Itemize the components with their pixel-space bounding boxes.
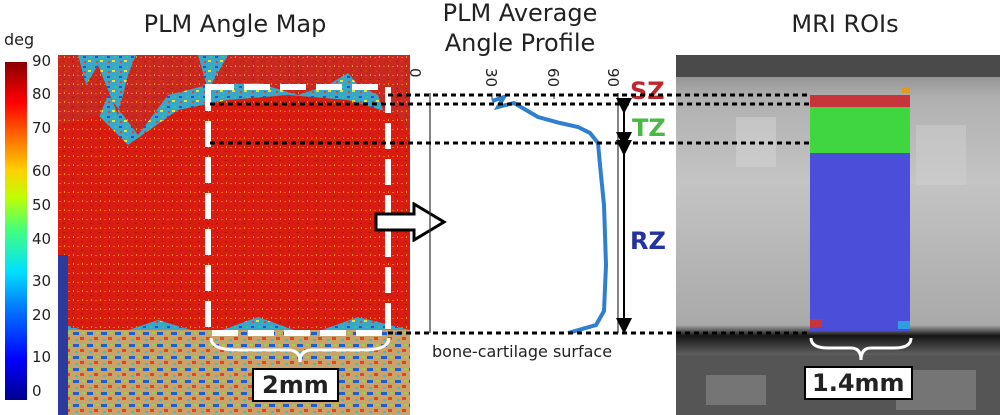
mri-scale-brace (809, 337, 913, 361)
colorbar-tick: 80 (32, 85, 52, 103)
mri-image (676, 55, 1000, 415)
plm-scale-brace (209, 337, 391, 363)
bone-cartilage-label: bone-cartilage surface (432, 342, 613, 361)
angle-map-title: PLM Angle Map (143, 10, 327, 38)
mri-scale-label: 1.4mm (804, 366, 913, 400)
zone-label-sz: SZ (630, 77, 665, 105)
colorbar (5, 62, 27, 400)
profile-title: PLM Average Angle Profile (420, 0, 620, 58)
roi-tz (810, 107, 910, 153)
plm-angle-map-image (58, 55, 410, 415)
colorbar-unit: deg (4, 30, 35, 49)
profile-title-line1: PLM Average (442, 0, 598, 27)
roi-rz (810, 153, 910, 331)
zone-label-tz: TZ (632, 114, 666, 142)
colorbar-tick: 50 (32, 196, 52, 214)
profile-title-line2: Angle Profile (444, 29, 596, 57)
plm-scale-label: 2mm (252, 368, 339, 402)
colorbar-ticks: 90 80 70 60 50 40 30 20 10 0 (32, 52, 56, 412)
colorbar-tick: 10 (32, 348, 52, 366)
roi-box (205, 84, 391, 336)
colorbar-tick: 70 (32, 119, 52, 137)
colorbar-tick: 20 (32, 306, 52, 324)
colorbar-tick: 60 (32, 162, 52, 180)
colorbar-tick: 30 (32, 272, 52, 290)
zone-label-rz: RZ (630, 227, 666, 255)
profile-curve (491, 93, 609, 335)
colorbar-tick: 0 (32, 382, 42, 400)
mri-title: MRI ROIs (791, 10, 899, 38)
colorbar-tick: 90 (32, 52, 52, 70)
colorbar-tick: 40 (32, 230, 52, 248)
roi-sz (810, 95, 910, 107)
right-arrow-icon (374, 202, 447, 242)
zone-extent-arrows (616, 98, 632, 334)
